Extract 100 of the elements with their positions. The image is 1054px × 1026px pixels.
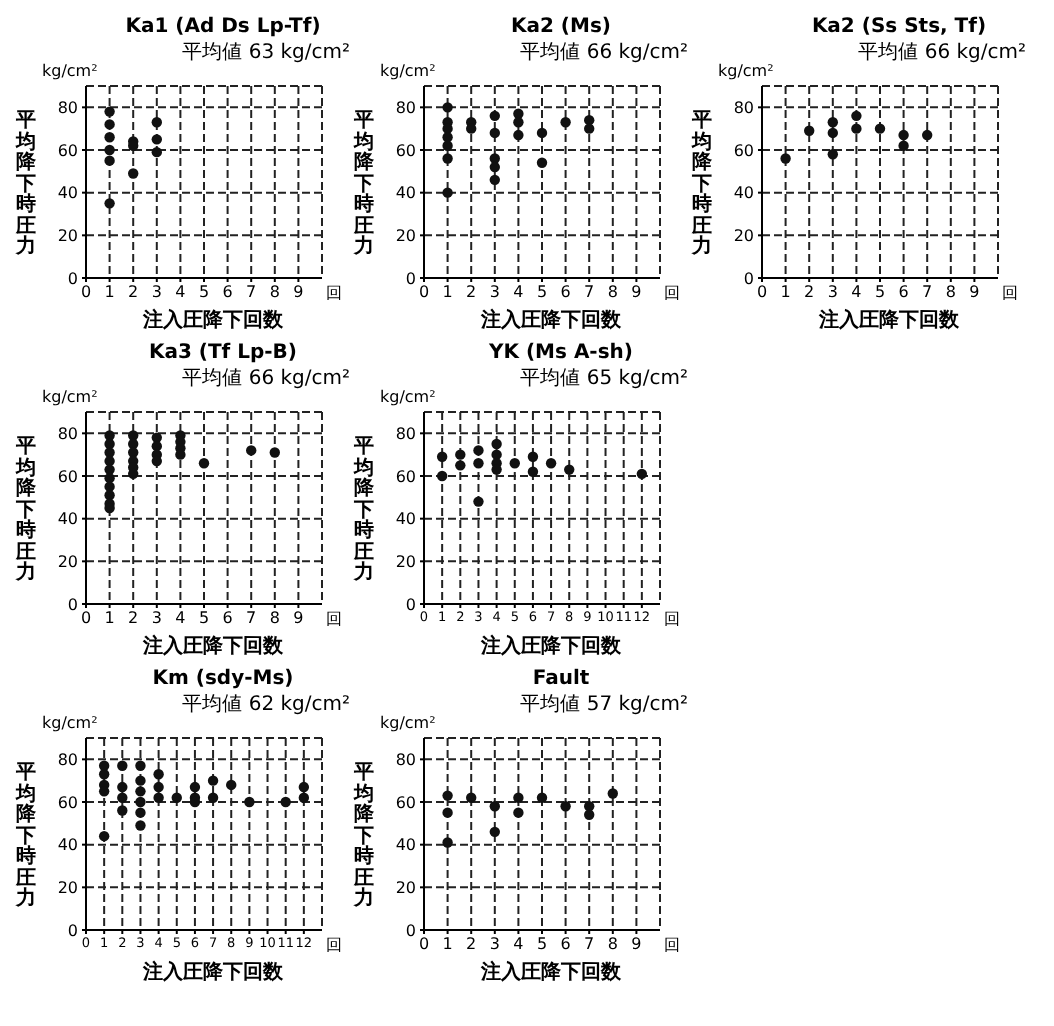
point <box>280 796 291 808</box>
point <box>298 792 310 803</box>
x-tick-label: 7 <box>584 935 595 954</box>
x-tick-label: 9 <box>969 283 980 302</box>
y-tick-label: 0 <box>405 269 416 288</box>
x-tick-label: 5 <box>536 283 548 302</box>
x-tick-label: 3 <box>151 283 162 302</box>
point <box>117 781 128 793</box>
point <box>442 153 453 164</box>
y-tick-label: 40 <box>395 184 416 203</box>
y-tick-label: 0 <box>405 595 416 614</box>
point <box>827 127 838 139</box>
y-tick-label: 0 <box>67 269 78 288</box>
x-tick-label: 0 <box>756 283 768 302</box>
y-tick-label: 0 <box>67 921 78 940</box>
text: 回 <box>664 608 680 630</box>
point <box>804 125 815 136</box>
point <box>244 796 255 808</box>
x-tick-label: 1 <box>442 935 453 954</box>
x-tick-label: 8 <box>607 283 618 302</box>
text: 回 <box>664 282 680 304</box>
point <box>509 458 520 469</box>
point <box>436 451 448 462</box>
point <box>442 102 453 113</box>
point <box>104 447 115 458</box>
point <box>151 134 162 145</box>
point <box>527 466 539 477</box>
x-tick-label: 1 <box>442 283 453 302</box>
y-tick-label: 20 <box>57 227 78 246</box>
y-axis-title: 平均降下時圧力 <box>692 110 714 260</box>
point <box>207 792 219 803</box>
x-tick-label: 5 <box>874 283 886 302</box>
chart-title: Ka2 (Ms) <box>509 16 613 38</box>
point <box>607 788 618 799</box>
y-tick-label: 20 <box>395 227 416 246</box>
x-tick-label: 0 <box>418 283 430 302</box>
y-tick-label: 60 <box>395 793 416 812</box>
y-tick-label: 0 <box>743 269 754 288</box>
y-tick-label: 40 <box>395 510 416 529</box>
point <box>874 123 886 134</box>
chart-subtitle: 平均値 63 kg/cm² <box>182 42 350 64</box>
point <box>135 807 146 818</box>
x-tick-label: 7 <box>584 283 595 302</box>
x-tick-label: 4 <box>175 609 186 628</box>
point <box>473 458 484 469</box>
point <box>104 155 115 166</box>
point <box>455 460 466 471</box>
y-axis-title: 平均降下時圧力 <box>16 436 38 586</box>
point <box>564 464 575 475</box>
chart-subtitle: 平均値 62 kg/cm² <box>182 694 350 716</box>
text: kg/cm² <box>380 714 436 732</box>
x-tick-label: 3 <box>827 283 838 302</box>
x-tick-label: 7 <box>246 609 257 628</box>
point <box>442 187 453 198</box>
y-axis-title: 平均降下時圧力 <box>354 762 376 912</box>
point <box>436 470 448 482</box>
y-tick-label: 60 <box>395 141 416 160</box>
y-tick-label: 80 <box>733 99 754 118</box>
x-tick-label: 8 <box>269 283 280 302</box>
point <box>473 496 484 507</box>
text: kg/cm² <box>42 714 98 732</box>
point <box>536 127 548 139</box>
point <box>584 114 595 126</box>
x-tick-label: 6 <box>560 283 571 302</box>
x-tick-label: 2 <box>804 283 815 302</box>
x-tick-label: 0 <box>80 283 92 302</box>
y-tick-label: 0 <box>405 921 416 940</box>
x-tick-label: 1 <box>780 283 791 302</box>
point <box>827 149 838 160</box>
point <box>151 117 162 128</box>
x-axis-title: 注入圧降下回数 <box>479 632 623 660</box>
text: 回 <box>326 608 342 630</box>
point <box>104 119 115 130</box>
chart-title: Ka1 (Ad Ds Lp-Tf) <box>123 16 323 38</box>
y-tick-label: 20 <box>733 227 754 246</box>
point <box>489 826 500 838</box>
x-tick-label: 8 <box>945 283 956 302</box>
y-tick-label: 20 <box>395 879 416 898</box>
y-axis-title: 平均降下時圧力 <box>16 762 38 912</box>
text: kg/cm² <box>42 62 98 80</box>
chart-subtitle: 平均値 66 kg/cm² <box>858 42 1026 64</box>
point <box>135 760 146 771</box>
point <box>104 106 115 117</box>
chart-title: Fault <box>530 668 592 690</box>
point <box>98 830 110 842</box>
point <box>513 792 524 803</box>
x-tick-label: 4 <box>851 283 862 302</box>
point <box>207 775 219 786</box>
point <box>560 117 571 128</box>
point <box>128 168 139 179</box>
point <box>442 790 453 801</box>
x-tick-label: 9 <box>631 283 642 302</box>
chart-title: Ka2 (Ss Sts, Tf) <box>809 16 989 38</box>
point <box>226 779 237 791</box>
text: kg/cm² <box>718 62 774 80</box>
y-axis-title: 平均降下時圧力 <box>354 110 376 260</box>
y-tick-label: 80 <box>395 425 416 444</box>
point <box>545 458 557 469</box>
y-tick-label: 20 <box>57 553 78 572</box>
x-tick-label: 9 <box>631 935 642 954</box>
